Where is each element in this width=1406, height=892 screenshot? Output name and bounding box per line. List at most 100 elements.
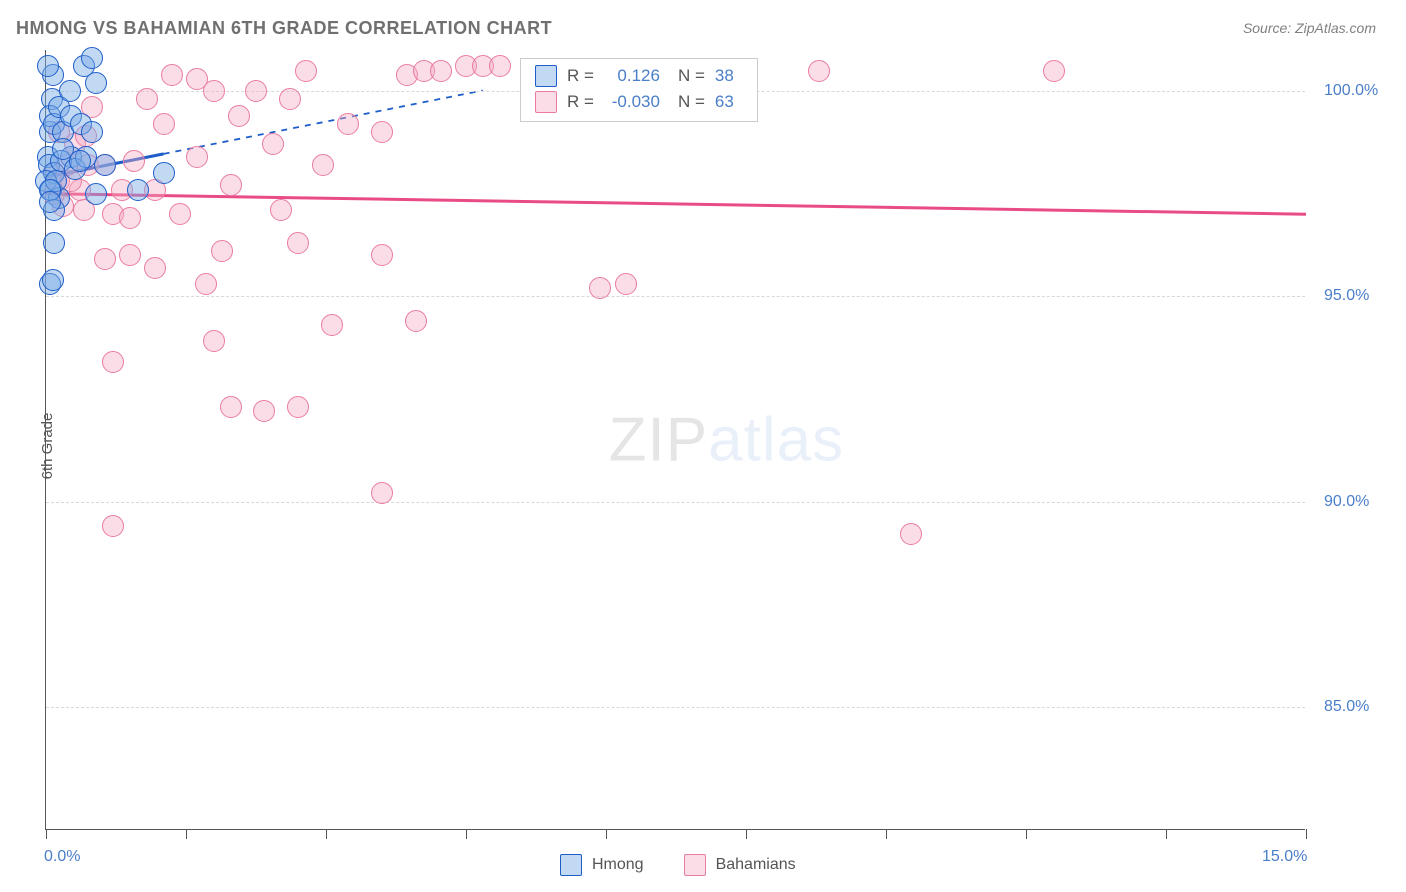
source-label: Source: ZipAtlas.com <box>1243 20 1376 36</box>
hmong-point <box>37 55 59 77</box>
bahamians-point <box>262 133 284 155</box>
bahamians-point <box>220 396 242 418</box>
bahamians-point <box>279 88 301 110</box>
bahamians-point <box>430 60 452 82</box>
legend-label: Hmong <box>592 856 644 874</box>
bahamians-point <box>203 330 225 352</box>
hmong-point <box>127 179 149 201</box>
n-label: N = <box>678 92 705 112</box>
x-tick <box>186 829 187 839</box>
bahamians-point <box>295 60 317 82</box>
n-label: N = <box>678 66 705 86</box>
hmong-point <box>81 121 103 143</box>
bahamians-point <box>102 351 124 373</box>
hmong-point <box>94 154 116 176</box>
bahamians-point <box>211 240 233 262</box>
y-tick-label: 100.0% <box>1324 82 1378 100</box>
hmong-point <box>153 162 175 184</box>
r-value: 0.126 <box>604 66 660 86</box>
bahamians-point <box>900 523 922 545</box>
hmong-point <box>43 232 65 254</box>
legend-swatch <box>535 65 557 87</box>
bahamians-point <box>195 273 217 295</box>
x-tick-label: 0.0% <box>44 848 80 866</box>
bahamians-point <box>312 154 334 176</box>
gridline-horizontal <box>46 502 1305 503</box>
bottom-legend: Hmong Bahamians <box>560 854 796 876</box>
bahamians-point <box>287 232 309 254</box>
x-tick <box>1306 829 1307 839</box>
hmong-point <box>39 191 61 213</box>
bahamians-point <box>144 257 166 279</box>
bahamians-point <box>270 199 292 221</box>
x-tick <box>606 829 607 839</box>
y-tick-label: 90.0% <box>1324 493 1369 511</box>
chart-title: HMONG VS BAHAMIAN 6TH GRADE CORRELATION … <box>16 18 552 39</box>
chart-container: HMONG VS BAHAMIAN 6TH GRADE CORRELATION … <box>0 0 1406 892</box>
r-value: -0.030 <box>604 92 660 112</box>
watermark: ZIPatlas <box>609 405 844 476</box>
hmong-point <box>59 80 81 102</box>
bahamians-point <box>161 64 183 86</box>
bahamians-point <box>228 105 250 127</box>
bahamians-point <box>615 273 637 295</box>
bahamians-point <box>253 400 275 422</box>
hmong-point <box>81 47 103 69</box>
watermark-thin: atlas <box>708 406 844 475</box>
r-label: R = <box>567 66 594 86</box>
legend-swatch <box>535 91 557 113</box>
x-tick <box>1026 829 1027 839</box>
legend-label: Bahamians <box>716 856 796 874</box>
hmong-point <box>85 72 107 94</box>
bahamians-point <box>153 113 175 135</box>
bahamians-point <box>123 150 145 172</box>
bahamians-point <box>136 88 158 110</box>
bahamians-point <box>119 244 141 266</box>
bahamians-point <box>371 121 393 143</box>
bahamians-point <box>405 310 427 332</box>
x-tick <box>886 829 887 839</box>
bahamians-point <box>1043 60 1065 82</box>
bahamians-point <box>102 515 124 537</box>
bahamians-point <box>489 55 511 77</box>
bahamians-point <box>371 482 393 504</box>
legend-item: Bahamians <box>684 854 796 876</box>
bahamians-point <box>186 146 208 168</box>
legend-item: Hmong <box>560 854 644 876</box>
hmong-point <box>42 269 64 291</box>
legend-swatch <box>684 854 706 876</box>
legend-statistics: R = 0.126 N = 38 R = -0.030 N = 63 <box>520 58 758 122</box>
y-tick-label: 95.0% <box>1324 287 1369 305</box>
bahamians-point <box>220 174 242 196</box>
bahamians-point <box>203 80 225 102</box>
y-tick-label: 85.0% <box>1324 698 1369 716</box>
x-tick-label: 15.0% <box>1262 848 1307 866</box>
x-tick <box>466 829 467 839</box>
bahamians-point <box>245 80 267 102</box>
bahamians-point <box>94 248 116 270</box>
watermark-bold: ZIP <box>609 406 708 475</box>
legend-stat-row: R = -0.030 N = 63 <box>535 91 743 113</box>
bahamians-point <box>287 396 309 418</box>
x-tick <box>746 829 747 839</box>
bahamians-point <box>119 207 141 229</box>
n-value: 38 <box>715 66 743 86</box>
bahamians-point <box>337 113 359 135</box>
legend-stat-row: R = 0.126 N = 38 <box>535 65 743 87</box>
bahamians-point <box>321 314 343 336</box>
x-tick <box>1166 829 1167 839</box>
bahamians-point <box>589 277 611 299</box>
bahamians-point <box>169 203 191 225</box>
gridline-horizontal <box>46 707 1305 708</box>
x-tick <box>326 829 327 839</box>
hmong-point <box>52 138 74 160</box>
gridline-horizontal <box>46 296 1305 297</box>
plot-area: ZIPatlas 85.0%90.0%95.0%100.0%0.0%15.0% <box>45 50 1305 830</box>
n-value: 63 <box>715 92 743 112</box>
r-label: R = <box>567 92 594 112</box>
bahamians-point <box>808 60 830 82</box>
hmong-point <box>85 183 107 205</box>
x-tick <box>46 829 47 839</box>
legend-swatch <box>560 854 582 876</box>
bahamians-point <box>371 244 393 266</box>
